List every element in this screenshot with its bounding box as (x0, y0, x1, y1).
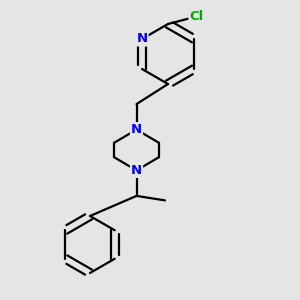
Text: N: N (131, 123, 142, 136)
Text: N: N (131, 164, 142, 177)
Text: N: N (136, 32, 148, 46)
Text: Cl: Cl (189, 10, 204, 23)
